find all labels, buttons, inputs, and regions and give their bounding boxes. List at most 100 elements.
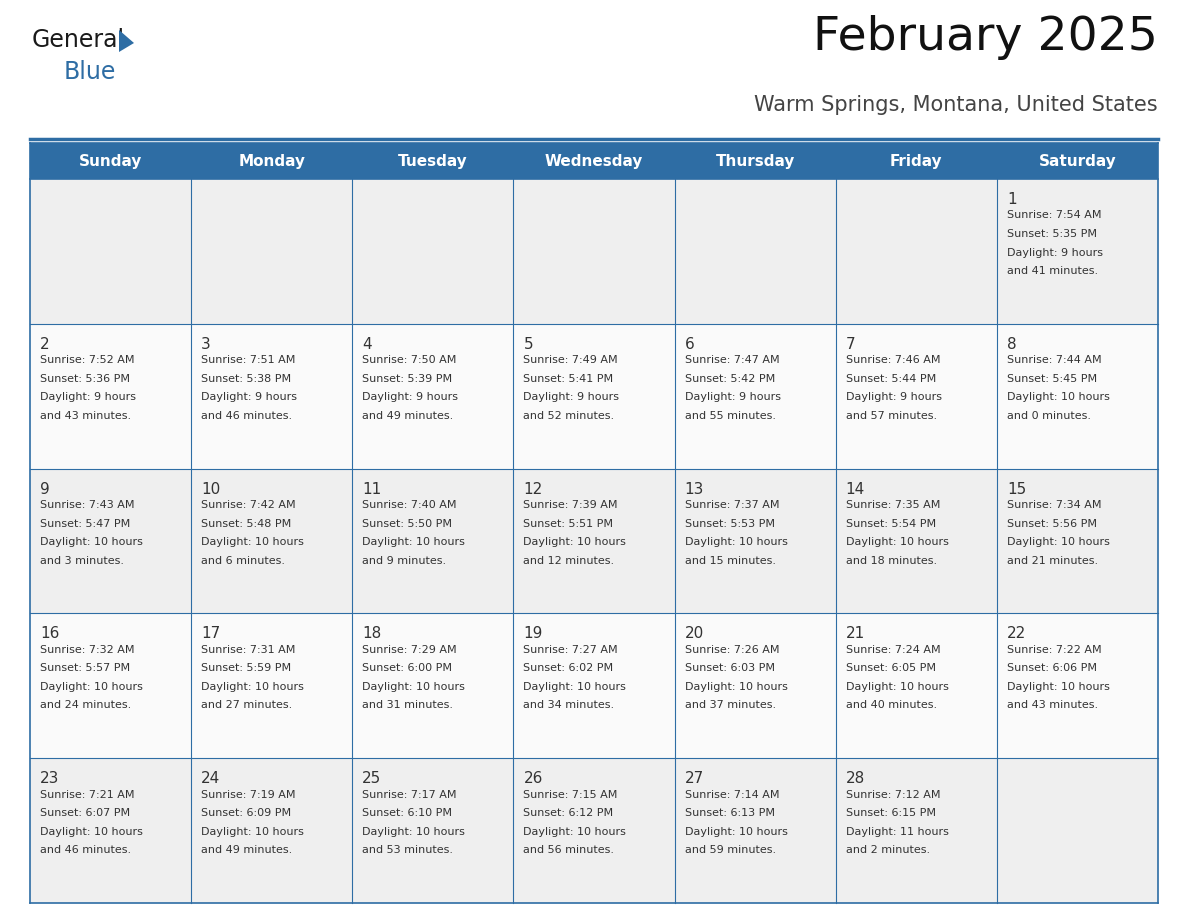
Text: Sunrise: 7:52 AM: Sunrise: 7:52 AM xyxy=(40,355,134,365)
Text: and 3 minutes.: and 3 minutes. xyxy=(40,555,124,565)
Text: Sunset: 6:05 PM: Sunset: 6:05 PM xyxy=(846,664,936,674)
Bar xyxy=(30,613,191,758)
Text: Sunrise: 7:47 AM: Sunrise: 7:47 AM xyxy=(684,355,779,365)
Text: Daylight: 10 hours: Daylight: 10 hours xyxy=(524,682,626,692)
Bar xyxy=(513,324,675,468)
Bar xyxy=(997,179,1158,324)
Text: Daylight: 10 hours: Daylight: 10 hours xyxy=(40,827,143,836)
Text: Tuesday: Tuesday xyxy=(398,153,468,169)
Text: 3: 3 xyxy=(201,337,211,352)
Bar xyxy=(997,324,1158,468)
Text: Blue: Blue xyxy=(64,60,116,84)
Text: 21: 21 xyxy=(846,626,865,642)
Text: 25: 25 xyxy=(362,771,381,786)
Text: Sunset: 5:47 PM: Sunset: 5:47 PM xyxy=(40,519,131,529)
Text: and 18 minutes.: and 18 minutes. xyxy=(846,555,937,565)
Text: Sunrise: 7:51 AM: Sunrise: 7:51 AM xyxy=(201,355,296,365)
Text: Sunrise: 7:24 AM: Sunrise: 7:24 AM xyxy=(846,645,941,655)
Text: Sunrise: 7:35 AM: Sunrise: 7:35 AM xyxy=(846,500,940,510)
Text: Sunday: Sunday xyxy=(78,153,143,169)
Text: Sunrise: 7:26 AM: Sunrise: 7:26 AM xyxy=(684,645,779,655)
Bar xyxy=(353,758,513,903)
Bar xyxy=(675,613,835,758)
Text: Sunset: 5:50 PM: Sunset: 5:50 PM xyxy=(362,519,453,529)
Bar xyxy=(191,324,353,468)
Bar xyxy=(675,324,835,468)
Bar xyxy=(835,758,997,903)
Text: Sunrise: 7:12 AM: Sunrise: 7:12 AM xyxy=(846,789,940,800)
Text: Sunset: 6:02 PM: Sunset: 6:02 PM xyxy=(524,664,613,674)
Bar xyxy=(675,179,835,324)
Text: and 15 minutes.: and 15 minutes. xyxy=(684,555,776,565)
Bar xyxy=(997,613,1158,758)
Text: Sunset: 5:48 PM: Sunset: 5:48 PM xyxy=(201,519,291,529)
Text: Sunset: 5:56 PM: Sunset: 5:56 PM xyxy=(1007,519,1097,529)
Text: Saturday: Saturday xyxy=(1038,153,1117,169)
Text: Sunrise: 7:54 AM: Sunrise: 7:54 AM xyxy=(1007,210,1101,220)
Text: Daylight: 10 hours: Daylight: 10 hours xyxy=(684,682,788,692)
Text: 28: 28 xyxy=(846,771,865,786)
Text: 16: 16 xyxy=(40,626,59,642)
Bar xyxy=(513,468,675,613)
Bar xyxy=(997,758,1158,903)
Text: and 49 minutes.: and 49 minutes. xyxy=(201,845,292,856)
Text: Sunrise: 7:32 AM: Sunrise: 7:32 AM xyxy=(40,645,134,655)
Text: Sunset: 5:51 PM: Sunset: 5:51 PM xyxy=(524,519,613,529)
Text: Sunset: 5:45 PM: Sunset: 5:45 PM xyxy=(1007,374,1097,384)
Bar xyxy=(835,468,997,613)
Text: Sunset: 6:07 PM: Sunset: 6:07 PM xyxy=(40,808,131,818)
Text: Daylight: 10 hours: Daylight: 10 hours xyxy=(684,537,788,547)
Text: General: General xyxy=(32,28,125,52)
Text: 13: 13 xyxy=(684,482,704,497)
Text: Daylight: 10 hours: Daylight: 10 hours xyxy=(1007,682,1110,692)
Text: Sunset: 6:09 PM: Sunset: 6:09 PM xyxy=(201,808,291,818)
Text: Thursday: Thursday xyxy=(715,153,795,169)
Text: 5: 5 xyxy=(524,337,533,352)
Text: Sunset: 5:44 PM: Sunset: 5:44 PM xyxy=(846,374,936,384)
Bar xyxy=(835,324,997,468)
Text: February 2025: February 2025 xyxy=(813,15,1158,60)
Bar xyxy=(30,468,191,613)
Text: Daylight: 10 hours: Daylight: 10 hours xyxy=(1007,392,1110,402)
Text: Sunrise: 7:40 AM: Sunrise: 7:40 AM xyxy=(362,500,456,510)
Text: Monday: Monday xyxy=(239,153,305,169)
Text: Daylight: 9 hours: Daylight: 9 hours xyxy=(1007,248,1102,258)
Text: 14: 14 xyxy=(846,482,865,497)
Text: Sunrise: 7:50 AM: Sunrise: 7:50 AM xyxy=(362,355,456,365)
Text: Sunset: 6:12 PM: Sunset: 6:12 PM xyxy=(524,808,613,818)
Text: 17: 17 xyxy=(201,626,221,642)
Text: Warm Springs, Montana, United States: Warm Springs, Montana, United States xyxy=(754,95,1158,115)
Text: Sunrise: 7:15 AM: Sunrise: 7:15 AM xyxy=(524,789,618,800)
Text: Sunrise: 7:22 AM: Sunrise: 7:22 AM xyxy=(1007,645,1101,655)
Text: and 21 minutes.: and 21 minutes. xyxy=(1007,555,1098,565)
Text: 1: 1 xyxy=(1007,192,1017,207)
Text: Sunset: 5:39 PM: Sunset: 5:39 PM xyxy=(362,374,453,384)
Text: Sunrise: 7:21 AM: Sunrise: 7:21 AM xyxy=(40,789,134,800)
Text: Wednesday: Wednesday xyxy=(545,153,643,169)
Text: and 0 minutes.: and 0 minutes. xyxy=(1007,410,1091,420)
Text: and 57 minutes.: and 57 minutes. xyxy=(846,410,937,420)
Text: Sunset: 5:41 PM: Sunset: 5:41 PM xyxy=(524,374,613,384)
Text: Daylight: 9 hours: Daylight: 9 hours xyxy=(201,392,297,402)
Text: Daylight: 10 hours: Daylight: 10 hours xyxy=(1007,537,1110,547)
Bar xyxy=(513,613,675,758)
Text: Sunrise: 7:17 AM: Sunrise: 7:17 AM xyxy=(362,789,456,800)
Bar xyxy=(353,468,513,613)
Text: and 2 minutes.: and 2 minutes. xyxy=(846,845,930,856)
Text: Daylight: 10 hours: Daylight: 10 hours xyxy=(201,682,304,692)
Text: and 37 minutes.: and 37 minutes. xyxy=(684,700,776,711)
Text: Sunset: 5:35 PM: Sunset: 5:35 PM xyxy=(1007,229,1097,239)
Bar xyxy=(353,613,513,758)
Text: 15: 15 xyxy=(1007,482,1026,497)
Text: Sunset: 5:59 PM: Sunset: 5:59 PM xyxy=(201,664,291,674)
Text: Sunrise: 7:37 AM: Sunrise: 7:37 AM xyxy=(684,500,779,510)
Text: Sunset: 6:06 PM: Sunset: 6:06 PM xyxy=(1007,664,1097,674)
Bar xyxy=(675,758,835,903)
Text: Daylight: 10 hours: Daylight: 10 hours xyxy=(40,682,143,692)
Text: Sunrise: 7:27 AM: Sunrise: 7:27 AM xyxy=(524,645,618,655)
Text: and 34 minutes.: and 34 minutes. xyxy=(524,700,614,711)
Text: 22: 22 xyxy=(1007,626,1026,642)
Text: 2: 2 xyxy=(40,337,50,352)
Text: and 46 minutes.: and 46 minutes. xyxy=(201,410,292,420)
Text: Daylight: 9 hours: Daylight: 9 hours xyxy=(524,392,619,402)
